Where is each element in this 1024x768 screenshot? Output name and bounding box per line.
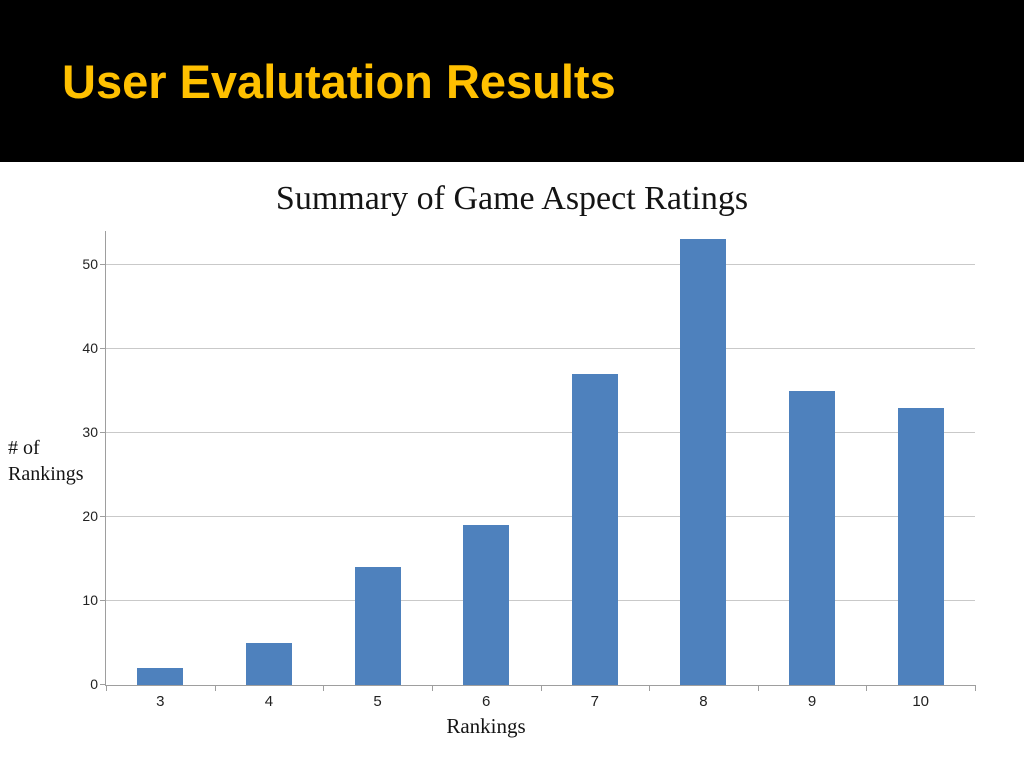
y-tick-mark: [100, 347, 106, 349]
y-tick-mark: [100, 599, 106, 601]
x-tick-mark: [214, 685, 216, 691]
y-tick-label: 30: [82, 423, 98, 440]
x-axis-label: Rankings: [446, 714, 526, 738]
bar: [571, 373, 618, 685]
x-tick-mark: [323, 685, 325, 691]
gridline: [106, 347, 975, 349]
x-tick-mark: [649, 685, 651, 691]
x-tick-label: 4: [264, 693, 274, 710]
x-tick-label: 5: [373, 693, 382, 710]
slide-header: User Evalutation Results: [0, 0, 1024, 162]
bar: [137, 668, 184, 685]
x-tick-mark: [106, 685, 107, 691]
x-tick-label: 7: [590, 693, 599, 710]
x-tick-label: 8: [699, 693, 708, 710]
x-tick-label: 3: [156, 693, 165, 710]
y-tick-label: 0: [90, 676, 98, 692]
y-tick-mark: [100, 431, 106, 433]
bar: [463, 525, 510, 685]
gridline: [106, 431, 975, 433]
plot-area: 0 10 20 30 40 50 3 4 5 6 7 8 9 10: [82, 231, 976, 710]
x-tick-label: 9: [807, 693, 817, 710]
x-tick-mark: [540, 685, 542, 691]
y-axis-label: # of Rankings: [8, 435, 84, 487]
y-tick-label: 20: [82, 507, 98, 524]
bar: [680, 239, 727, 685]
x-tick-mark: [866, 685, 868, 691]
chart-title: Summary of Game Aspect Ratings: [275, 180, 749, 217]
y-axis-label-line2: Rankings: [8, 463, 84, 485]
gridline: [106, 515, 975, 517]
bar: [789, 390, 836, 685]
x-tick-mark: [975, 685, 976, 691]
x-tick-label: 6: [482, 693, 491, 710]
bar: [354, 567, 401, 685]
y-tick-label: 40: [82, 339, 98, 356]
x-tick-mark: [757, 685, 759, 691]
y-tick-label: 10: [82, 591, 98, 608]
gridline: [106, 263, 975, 265]
bar: [245, 642, 292, 685]
y-tick-mark: [100, 684, 106, 685]
slide-title: User Evalutation Results: [62, 55, 616, 108]
y-tick-mark: [100, 515, 106, 517]
x-tick-mark: [431, 685, 433, 691]
y-axis-label-line1: # of: [8, 437, 40, 459]
x-tick-label: 10: [912, 693, 930, 710]
chart-area: Summary of Game Aspect Ratings # of Rank…: [0, 162, 1024, 768]
y-tick-label: 50: [82, 255, 98, 272]
gridline: [106, 599, 975, 601]
bar: [897, 407, 944, 685]
y-tick-mark: [100, 263, 106, 265]
